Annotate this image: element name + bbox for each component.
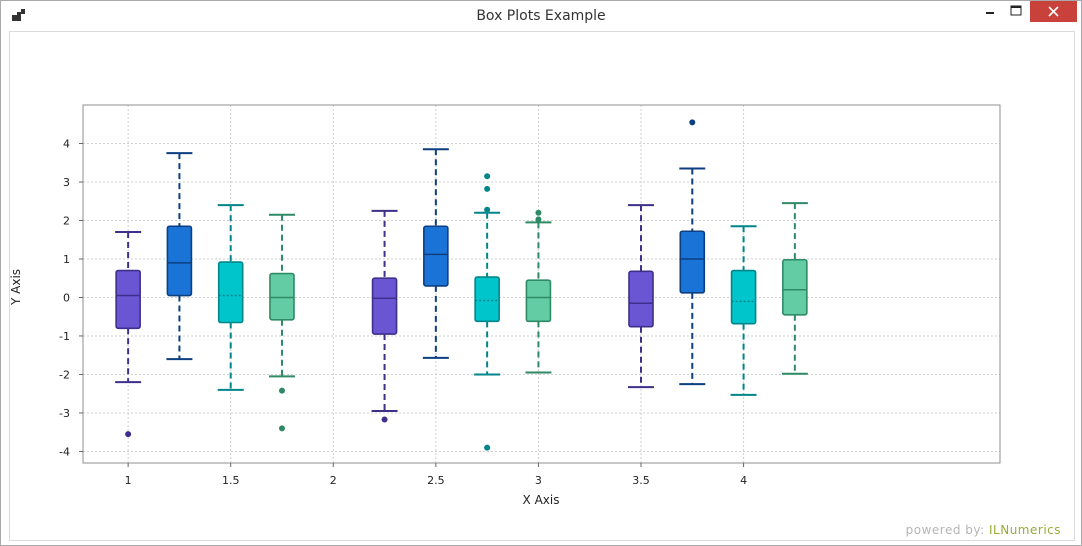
x-tick-label: 4 [740,474,747,487]
box-plot-12 [781,202,808,375]
y-tick-label: -3 [59,407,70,420]
box-plot-8 [525,209,552,374]
x-tick-label: 1.5 [222,474,240,487]
outlier-point [484,206,491,213]
box-body [525,279,552,323]
x-axis-label: X Axis [523,493,560,507]
y-tick-label: -2 [59,368,70,381]
ilnumerics-brand-link[interactable]: ILNumerics [989,523,1061,537]
box-body [166,225,193,297]
box-plot-1 [115,231,142,438]
y-tick-label: 1 [63,253,70,266]
x-ticks: 1 1.5 2 2.5 3 3.5 4 [125,463,747,487]
x-tick-label: 3.5 [632,474,650,487]
y-tick-label: 2 [63,214,70,227]
app-icon [12,9,25,21]
x-tick-label: 2.5 [427,474,445,487]
x-tick-label: 1 [125,474,132,487]
y-ticks: 4 3 2 1 0 -1 -2 -3 -4 [59,137,83,458]
box-body [269,272,295,321]
box-body [628,270,654,328]
window-title: Box Plots Example [476,8,606,24]
box-body [474,276,500,323]
minimize-icon [986,12,994,14]
box-plot-10 [679,119,706,386]
outlier-point [689,119,696,126]
outlier-point [535,216,542,223]
y-tick-label: 3 [63,176,70,189]
box-plot-4 [268,213,295,432]
maximize-icon [1010,5,1022,16]
close-button[interactable] [1030,1,1077,22]
title-bar[interactable]: Box Plots Example [1,1,1081,31]
y-tick-label: -1 [59,330,70,343]
boxes [115,119,808,451]
box-body [217,261,244,324]
outlier-point [484,185,491,192]
box-body [423,225,449,287]
y-axis-label: Y Axis [10,269,23,306]
box-plot-3 [217,204,244,391]
maximize-button[interactable] [1003,1,1029,22]
outlier-point [125,431,132,438]
y-tick-label: -4 [59,445,70,458]
box-plot-chart[interactable]: 4 3 2 1 0 -1 -2 -3 -4 1 1.5 2 2.5 3 3.5 4 X Axis Y Axi… [10,32,1074,540]
powered-by-text: powered by: [905,523,985,537]
plot-panel[interactable]: 4 3 2 1 0 -1 -2 -3 -4 1 1.5 2 2.5 3 3.5 4 X Axis Y Axi… [9,31,1075,541]
box-plot-9 [627,204,654,389]
box-body [730,269,757,325]
x-tick-label: 2 [330,474,337,487]
close-icon [1048,6,1059,17]
outlier-point [484,173,491,180]
box-body [679,230,706,294]
outlier-point [278,387,285,394]
box-plot-2 [166,152,193,361]
y-tick-label: 0 [63,291,70,304]
box-plot-6 [422,148,449,359]
box-plot-11 [730,225,757,396]
x-tick-label: 3 [535,474,542,487]
outlier-point [278,425,285,432]
outlier-point [535,209,542,216]
grid [83,105,1000,463]
box-plot-5 [371,209,398,423]
y-tick-label: 4 [63,137,70,150]
box-plot-7 [474,173,501,451]
box-body [115,269,141,330]
minimize-button[interactable] [977,1,1003,22]
outlier-point [484,444,491,451]
outlier-point [381,416,388,423]
box-body [782,258,808,316]
powered-by-watermark[interactable]: powered by: ILNumerics [906,523,1061,537]
plot-area-frame [82,104,1001,464]
box-body [371,277,398,335]
